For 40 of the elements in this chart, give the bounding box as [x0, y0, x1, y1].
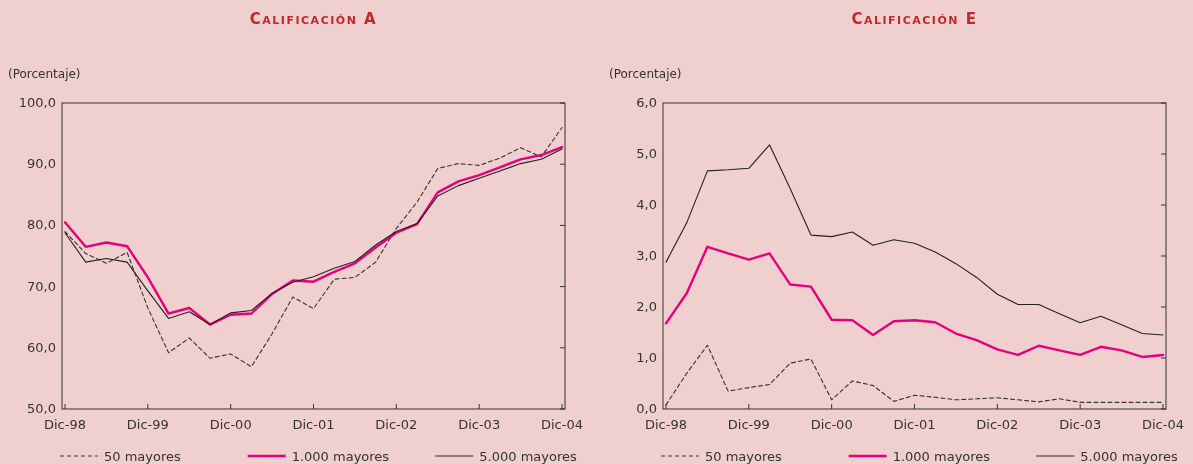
x-tick-label: Dic-04	[540, 417, 584, 432]
x-tick-label: Dic-01	[893, 417, 936, 432]
y-axis-title: (Porcentaje)	[8, 67, 81, 81]
x-tick-label: Dic-03	[1059, 417, 1102, 432]
y-tick-label: 50,0	[27, 401, 56, 416]
x-tick-label: Dic-04	[1141, 417, 1185, 432]
x-tick-label: Dic-99	[126, 417, 169, 432]
y-tick-label: 60,0	[27, 339, 56, 355]
x-tick-label: Dic-98	[43, 417, 87, 432]
x-tick-label: Dic-01	[292, 417, 335, 432]
y-tick-label: 0,0	[636, 401, 657, 416]
y-tick-label: 3,0	[636, 248, 657, 263]
y-tick-label: 4,0	[636, 197, 657, 212]
y-tick-label: 70,0	[27, 278, 56, 294]
legend-label: 1.000 mayores	[291, 449, 390, 464]
line-series	[64, 126, 563, 368]
x-tick-label: Dic-00	[810, 417, 853, 432]
chart-title: Calificación A	[249, 10, 378, 28]
y-axis-title: (Porcentaje)	[609, 67, 682, 81]
x-tick-label: Dic-03	[458, 417, 501, 432]
line-series	[664, 245, 1165, 359]
y-tick-label: 6,0	[636, 95, 657, 110]
x-tick-label: Dic-98	[644, 417, 688, 432]
y-tick-label: 90,0	[27, 156, 56, 172]
x-tick-label: Dic-99	[727, 417, 770, 432]
y-tick-label: 80,0	[27, 217, 56, 233]
legend-label: 1.000 mayores	[892, 449, 991, 464]
line-series	[665, 144, 1164, 336]
x-tick-label: Dic-02	[976, 417, 1019, 432]
legend-label: 5.000 mayores	[1080, 449, 1179, 464]
legend-label: 5.000 mayores	[479, 449, 578, 464]
x-tick-label: Dic-02	[375, 417, 418, 432]
y-tick-label: 1,0	[636, 350, 657, 365]
y-tick-label: 5,0	[636, 146, 657, 161]
y-tick-label: 100,0	[18, 95, 56, 110]
chart-title: Calificación E	[851, 10, 978, 28]
x-tick-label: Dic-00	[209, 417, 252, 432]
y-tick-label: 2,0	[636, 299, 657, 314]
legend-label: 50 mayores	[104, 449, 182, 464]
legend-label: 50 mayores	[705, 449, 783, 464]
